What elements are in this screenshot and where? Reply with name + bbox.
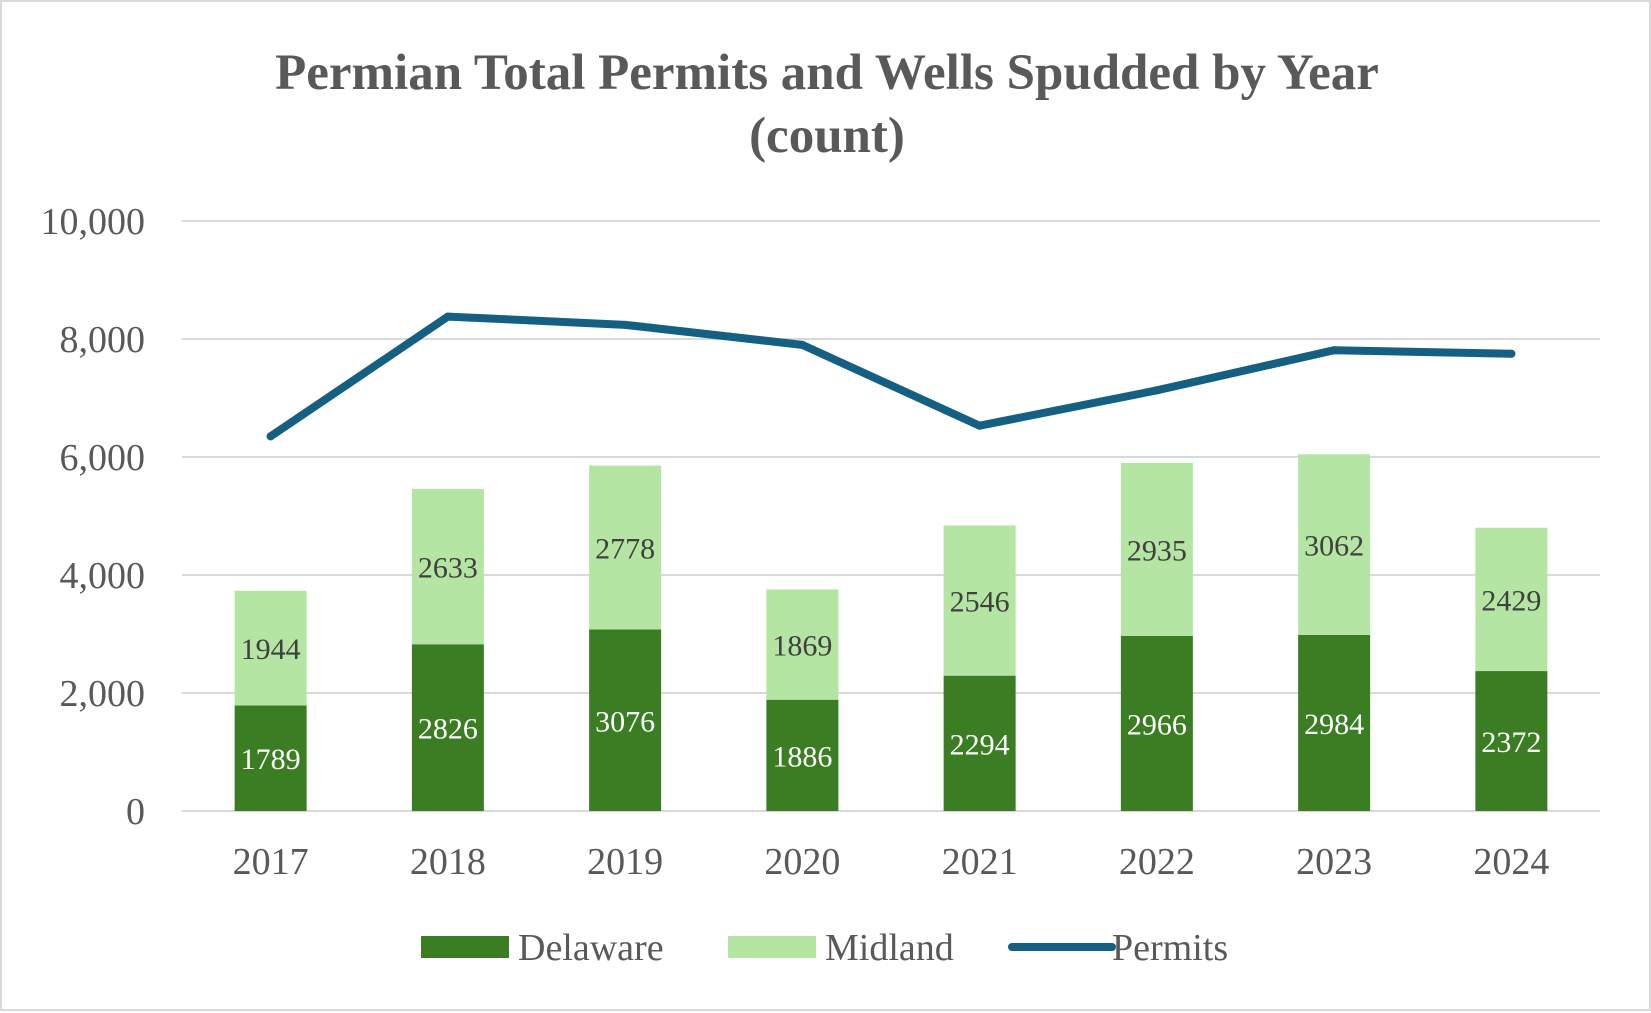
x-tick-label: 2017 — [233, 841, 309, 883]
data-label-midland: 2778 — [595, 533, 655, 566]
y-tick-label: 0 — [126, 791, 145, 833]
y-tick-label: 10,000 — [41, 201, 146, 243]
permits-point — [798, 340, 807, 349]
bars: 1789 1944 2826 2633 3076 2778 1886 1869 2294 2546… — [234, 454, 1548, 811]
legend: Delaware Midland Permits — [421, 927, 1228, 969]
legend-swatch-midland — [728, 936, 816, 958]
data-label-delaware: 1886 — [772, 740, 832, 773]
bar-midland — [766, 589, 839, 700]
data-label-delaware: 2966 — [1127, 709, 1187, 742]
bar-delaware — [943, 675, 1016, 811]
data-label-delaware: 2372 — [1481, 726, 1541, 759]
y-tick-label: 6,000 — [60, 437, 146, 479]
bar-midland — [1298, 454, 1371, 635]
y-tick-label: 8,000 — [60, 319, 146, 361]
permits-point — [1152, 386, 1161, 395]
bar-midland — [1120, 462, 1193, 637]
data-label-midland: 2546 — [950, 586, 1010, 619]
bar-delaware — [1298, 634, 1371, 811]
permits-point — [621, 320, 630, 329]
y-axis-ticks: 0 2,000 4,000 6,000 8,000 10,000 — [41, 201, 146, 833]
bar-delaware — [411, 644, 484, 811]
permits-point — [266, 432, 275, 441]
bar-delaware — [234, 705, 307, 811]
data-label-delaware: 2826 — [418, 713, 478, 746]
data-label-midland: 2429 — [1481, 584, 1541, 617]
x-tick-label: 2023 — [1296, 841, 1372, 883]
permits-point — [975, 421, 984, 430]
permits-point — [443, 312, 452, 321]
data-label-midland: 1944 — [241, 633, 301, 666]
bar-midland — [589, 465, 662, 630]
gridlines — [182, 220, 1600, 812]
data-label-midland: 3062 — [1304, 530, 1364, 563]
x-tick-label: 2022 — [1119, 841, 1195, 883]
legend-swatch-delaware — [421, 936, 509, 958]
bar-midland — [943, 525, 1016, 676]
permits-line — [266, 312, 1516, 441]
x-tick-label: 2024 — [1473, 841, 1549, 883]
y-tick-label: 4,000 — [60, 555, 146, 597]
bar-delaware — [589, 629, 662, 811]
bar-midland — [411, 488, 484, 645]
data-label-midland: 2935 — [1127, 534, 1187, 567]
chart-title: Permian Total Permits and Wells Spudded … — [275, 45, 1379, 101]
bar-delaware — [1120, 636, 1193, 811]
bar-delaware — [766, 699, 839, 811]
chart-subtitle: (count) — [749, 108, 905, 164]
x-axis-ticks: 2017 2018 2019 2020 2021 2022 2023 2024 — [233, 841, 1550, 883]
legend-label-midland: Midland — [825, 927, 954, 969]
data-label-midland: 2633 — [418, 552, 478, 585]
data-label-delaware: 2984 — [1304, 708, 1364, 741]
x-tick-label: 2021 — [942, 841, 1018, 883]
permits-point — [1507, 349, 1516, 358]
legend-label-delaware: Delaware — [518, 927, 664, 969]
bar-delaware — [1475, 671, 1548, 811]
permits-line-layer — [266, 312, 1516, 441]
y-tick-label: 2,000 — [60, 673, 146, 715]
legend-label-permits: Permits — [1112, 927, 1228, 969]
bar-midland — [234, 590, 307, 706]
data-label-delaware: 1789 — [241, 743, 301, 776]
permits-point — [1330, 346, 1339, 355]
data-label-delaware: 2294 — [950, 728, 1010, 761]
x-tick-label: 2020 — [764, 841, 840, 883]
bar-midland — [1475, 527, 1548, 672]
data-label-delaware: 3076 — [595, 705, 655, 738]
data-label-midland: 1869 — [772, 630, 832, 663]
x-tick-label: 2018 — [410, 841, 486, 883]
x-tick-label: 2019 — [587, 841, 663, 883]
